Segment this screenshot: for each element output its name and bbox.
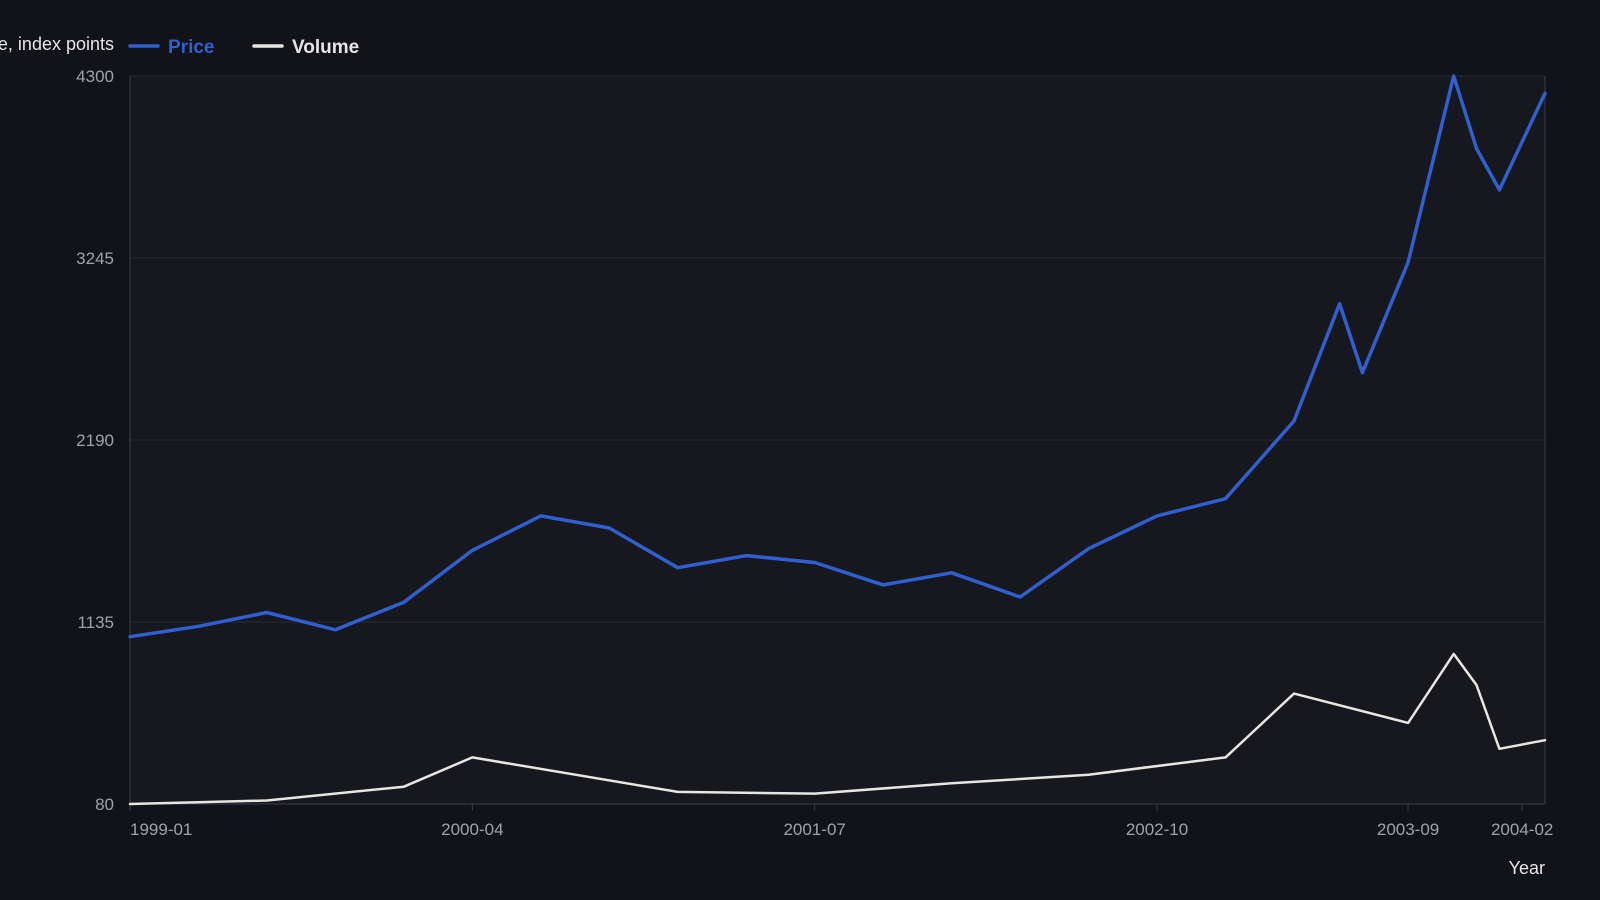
x-tick-label: 2004-02: [1491, 820, 1553, 839]
x-tick-label: 2000-04: [441, 820, 503, 839]
x-axis-label: Year: [1509, 858, 1545, 878]
price-series-line: [128, 74, 1547, 639]
y-axis-label: …e, index points: [0, 34, 114, 54]
x-tick-label: 2002-10: [1126, 820, 1188, 839]
x-tick-label: 2003-09: [1377, 820, 1439, 839]
volume-series-line: [128, 652, 1547, 806]
y-tick-label: 2190: [76, 431, 114, 450]
y-tick-label: 1135: [77, 613, 114, 632]
legend[interactable]: Price Volume: [128, 37, 359, 58]
axes: 80 1135 2190 3245 4300 1999-01 2000-04 2001-07 2…: [76, 67, 1553, 839]
y-tick-label: 80: [95, 795, 114, 814]
grid-lines: [129, 75, 1546, 805]
x-tick-label: 2001-07: [783, 820, 845, 839]
series-lines: [128, 74, 1547, 806]
y-tick-label: 3245: [76, 249, 114, 268]
legend-label: Volume: [292, 37, 359, 58]
legend-item-volume[interactable]: Volume: [252, 37, 359, 58]
y-tick-label: 4300: [76, 67, 114, 86]
x-tick-label: 1999-01: [130, 820, 192, 839]
legend-item-price[interactable]: Price: [128, 37, 214, 58]
legend-label: Price: [168, 37, 214, 58]
